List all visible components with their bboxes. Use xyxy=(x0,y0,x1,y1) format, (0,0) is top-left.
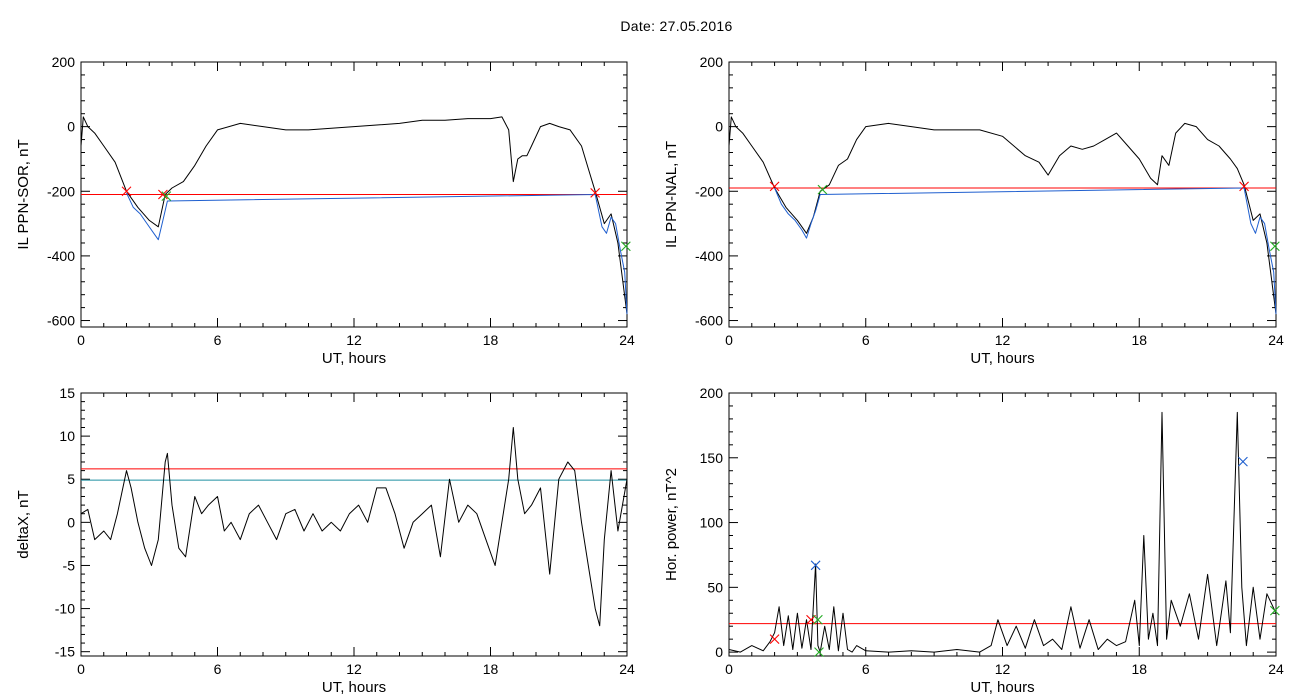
marker-ff0000 xyxy=(590,187,601,198)
x-tick-label: 6 xyxy=(862,661,870,677)
y-tick-label: 10 xyxy=(59,428,75,444)
marker-ff0000 xyxy=(806,614,816,625)
marker-stroke xyxy=(817,184,828,195)
y-tick-label: -200 xyxy=(695,183,723,199)
chart-panel-il-ppn-sor: 0 6 12 18 24 200 0 -200 -400 -600 UT, hours IL PPN-… xyxy=(15,54,635,367)
y-tick-label: 50 xyxy=(707,579,723,595)
marker-22aa22 xyxy=(161,191,172,202)
marker-stroke xyxy=(769,181,780,192)
marker-stroke xyxy=(810,560,821,571)
series-line-0 xyxy=(80,116,628,315)
y-tick-label: 5 xyxy=(67,471,75,487)
y-axis-label: IL PPN-NAL, nT xyxy=(663,141,680,248)
series-line-1 xyxy=(126,192,628,315)
x-tick-label: 0 xyxy=(725,661,733,677)
x-axis-label: UT, hours xyxy=(322,679,386,696)
marker-22aa22 xyxy=(620,241,631,252)
marker-stroke xyxy=(806,614,816,625)
marker-ff0000 xyxy=(1239,181,1249,192)
x-axis-label: UT, hours xyxy=(970,679,1034,696)
x-tick-label: 24 xyxy=(619,332,635,348)
series-line-0 xyxy=(80,427,628,627)
series-line-0 xyxy=(728,411,1277,653)
chart-panel-hor-power: 0 6 12 18 24 200 150 100 50 0 UT, hours Hor. power,… xyxy=(663,385,1284,696)
series-line-1 xyxy=(774,187,1277,315)
marker-stroke xyxy=(812,614,823,625)
x-tick-label: 18 xyxy=(483,332,499,348)
marker-stroke xyxy=(121,186,132,197)
x-tick-label: 12 xyxy=(346,332,362,348)
y-tick-label: 15 xyxy=(59,385,75,401)
marker-stroke xyxy=(1239,181,1249,192)
y-tick-label: 200 xyxy=(700,54,724,70)
y-tick-label: 200 xyxy=(52,54,76,70)
y-tick-label: -5 xyxy=(63,557,76,573)
x-tick-label: 0 xyxy=(725,332,733,348)
marker-stroke xyxy=(1269,241,1280,252)
y-tick-label: 200 xyxy=(700,385,724,401)
marker-ff0000 xyxy=(158,189,168,200)
y-tick-label: -600 xyxy=(47,313,75,329)
y-tick-label: 100 xyxy=(700,515,724,531)
x-tick-label: 6 xyxy=(214,332,222,348)
x-tick-label: 0 xyxy=(77,332,85,348)
y-tick-label: 0 xyxy=(715,119,723,135)
x-tick-label: 24 xyxy=(1268,332,1284,348)
y-axis-label: IL PPN-SOR, nT xyxy=(15,139,32,249)
marker-stroke xyxy=(590,187,601,198)
y-tick-label: 0 xyxy=(67,514,75,530)
y-tick-label: -200 xyxy=(47,183,75,199)
x-tick-label: 18 xyxy=(1131,661,1147,677)
plot-frame xyxy=(80,392,628,657)
x-tick-label: 0 xyxy=(77,661,85,677)
x-tick-label: 12 xyxy=(346,661,362,677)
marker-stroke xyxy=(158,189,168,200)
x-axis-label: UT, hours xyxy=(970,350,1034,367)
marker-ff0000 xyxy=(769,181,780,192)
x-tick-label: 12 xyxy=(995,332,1011,348)
marker-1f5fcf xyxy=(1238,456,1248,467)
y-tick-label: -15 xyxy=(55,644,75,660)
y-tick-label: -400 xyxy=(695,248,723,264)
marker-stroke xyxy=(1238,456,1248,467)
marker-stroke xyxy=(1269,605,1280,616)
marker-stroke xyxy=(161,191,172,202)
x-axis-label: UT, hours xyxy=(322,350,386,367)
plot-frame xyxy=(728,61,1277,328)
chart-panel-il-ppn-nal: 0 6 12 18 24 200 0 -200 -400 -600 UT, hours IL PPN-… xyxy=(663,54,1284,367)
x-tick-label: 18 xyxy=(1131,332,1147,348)
y-tick-label: 0 xyxy=(715,644,723,660)
y-tick-label: 150 xyxy=(700,450,724,466)
marker-1f5fcf xyxy=(810,560,821,571)
x-tick-label: 18 xyxy=(483,661,499,677)
page-title: Date: 27.05.2016 xyxy=(620,18,733,34)
marker-22aa22 xyxy=(1269,241,1280,252)
y-tick-label: 0 xyxy=(67,119,75,135)
marker-stroke xyxy=(814,647,824,658)
marker-ff0000 xyxy=(769,634,780,645)
x-tick-label: 6 xyxy=(862,332,870,348)
marker-ff0000 xyxy=(121,186,132,197)
y-tick-label: -400 xyxy=(47,248,75,264)
y-tick-label: -10 xyxy=(55,601,75,617)
x-tick-label: 12 xyxy=(995,661,1011,677)
y-axis-label: deltaX, nT xyxy=(15,490,32,558)
series-line-0 xyxy=(728,116,1277,315)
marker-22aa22 xyxy=(1269,605,1280,616)
x-tick-label: 6 xyxy=(214,661,222,677)
chart-panel-deltax: 0 6 12 18 24 15 10 5 0 -5 -10 -15 UT, hours deltaX, n… xyxy=(15,385,635,696)
y-tick-label: -600 xyxy=(695,313,723,329)
x-tick-label: 24 xyxy=(1268,661,1284,677)
y-axis-label: Hor. power, nT^2 xyxy=(663,468,680,581)
marker-22aa22 xyxy=(814,647,824,658)
marker-stroke xyxy=(620,241,631,252)
marker-stroke xyxy=(769,634,780,645)
marker-22aa22 xyxy=(812,614,823,625)
x-tick-label: 24 xyxy=(619,661,635,677)
marker-22aa22 xyxy=(817,184,828,195)
